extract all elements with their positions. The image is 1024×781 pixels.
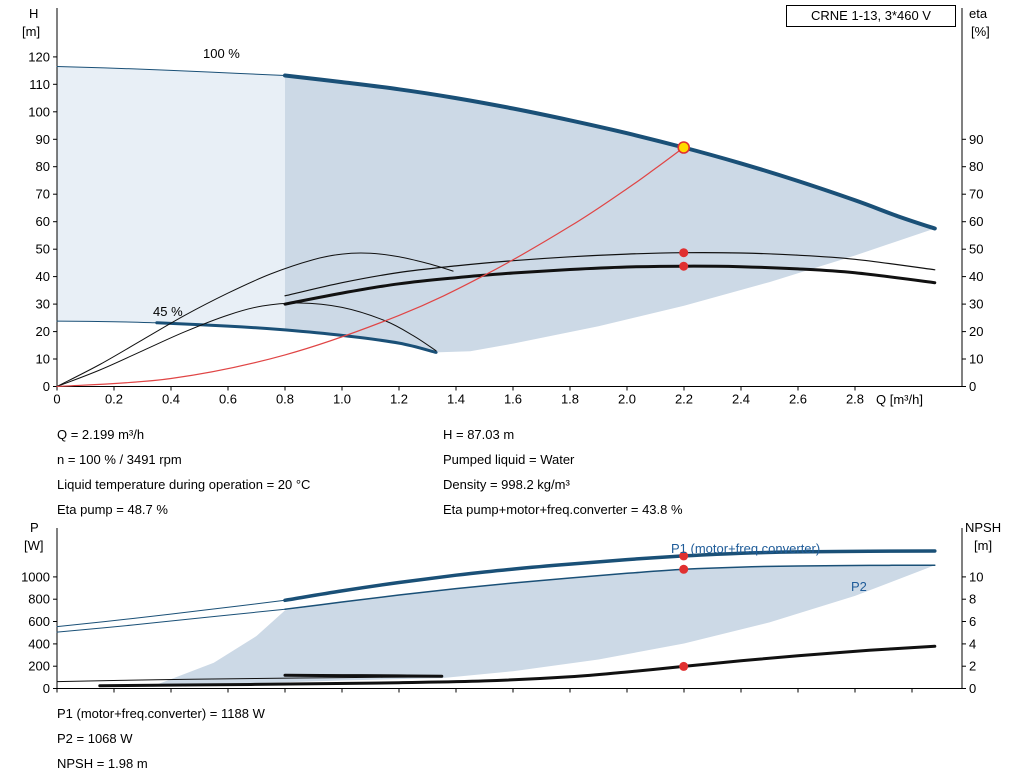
tick-label: 80 [969,159,983,174]
tick-label: 1000 [21,569,50,584]
tick-label: 0.6 [219,392,237,407]
tick-label: 0.2 [105,392,123,407]
tick-label: 30 [969,297,983,312]
tick-label: 1.4 [447,392,465,407]
p2-curve-thin [57,609,285,632]
liquid-temp-text: Liquid temperature during operation = 20… [57,477,310,492]
duty-point[interactable] [678,142,689,153]
p2-curve-label: P2 [851,579,867,594]
tick-label: 8 [969,592,976,607]
speed-45-label: 45 % [153,304,183,319]
q-axis-label: Q [m³/h] [876,392,923,407]
tick-label: 2.8 [846,392,864,407]
tick-label: 2.4 [732,392,750,407]
tick-label: 0 [43,681,50,696]
tick-label: 100 [28,104,50,119]
operating-envelope [285,76,935,353]
eta-pump-point [679,248,688,257]
tick-label: 10 [969,352,983,367]
eta-axis-unit: [%] [971,24,990,39]
eta-axis-label: eta [969,6,987,21]
tick-label: 70 [36,187,50,202]
tick-label: 1.2 [390,392,408,407]
npsh-value-text: NPSH = 1.98 m [57,756,148,771]
tick-label: 2.0 [618,392,636,407]
tick-label: 110 [29,77,50,92]
tick-label: 6 [969,614,976,629]
eta-pump-text: Eta pump = 48.7 % [57,502,168,517]
tick-label: 20 [969,324,983,339]
p2-value-text: P2 = 1068 W [57,731,133,746]
tick-label: 80 [36,159,50,174]
tick-label: 120 [28,49,50,64]
charts-svg: 0 0.2 0.4 0.6 0.8 1.0 1.2 1.4 1.6 1.8 2.0 2.2 2.4 2.6… [0,0,1024,781]
tick-label: 70 [969,187,983,202]
tick-label: 20 [36,324,50,339]
tick-label: 0.8 [276,392,294,407]
eta-total-point [679,262,688,271]
tick-label: 4 [969,636,976,651]
p1-curve-thin [57,600,285,626]
tick-label: 1.8 [561,392,579,407]
p-curve-45 [285,675,442,676]
eta-total-text: Eta pump+motor+freq.converter = 43.8 % [443,502,683,517]
tick-label: 10 [36,352,50,367]
power-envelope [151,565,935,687]
tick-label: 200 [28,659,50,674]
h-axis-unit: [m] [22,24,40,39]
tick-label: 0 [43,379,50,394]
speed-text: n = 100 % / 3491 rpm [57,452,182,467]
density-text: Density = 998.2 kg/m³ [443,477,570,492]
p1-curve-label: P1 (motor+freq.converter) [671,541,820,556]
tick-label: 50 [969,242,983,257]
npsh-axis-unit: [m] [974,538,992,553]
npsh-point [679,662,688,671]
operating-envelope-light [57,67,285,330]
tick-label: 1.6 [504,392,522,407]
tick-label: 90 [969,132,983,147]
h-axis-label: H [29,6,38,21]
p1-value-text: P1 (motor+freq.converter) = 1188 W [57,706,265,721]
tick-label: 600 [28,614,50,629]
pump-title-box: CRNE 1-13, 3*460 V [786,5,956,27]
pumped-liquid-text: Pumped liquid = Water [443,452,574,467]
tick-label: 0.4 [162,392,180,407]
tick-label: 2.2 [675,392,693,407]
tick-label: 60 [969,214,983,229]
tick-label: 2.6 [789,392,807,407]
tick-label: 0 [53,392,60,407]
p-axis-label: P [30,520,39,535]
duty-head-text: H = 87.03 m [443,427,514,442]
p-axis-unit: [W] [24,538,44,553]
tick-label: 1.0 [333,392,351,407]
tick-label: 40 [969,269,983,284]
duty-flow-text: Q = 2.199 m³/h [57,427,144,442]
tick-label: 0 [969,379,976,394]
p2-point [679,565,688,574]
pump-curve-panel: { "title_box": { "label": "CRNE 1-13, 3*… [0,0,1024,781]
tick-label: 40 [36,269,50,284]
tick-label: 0 [969,681,976,696]
tick-label: 50 [36,242,50,257]
tick-label: 30 [36,297,50,312]
tick-label: 90 [36,132,50,147]
tick-label: 800 [28,592,50,607]
tick-label: 400 [28,636,50,651]
speed-100-label: 100 % [203,46,240,61]
tick-label: 10 [969,569,983,584]
tick-label: 2 [969,659,976,674]
tick-label: 60 [36,214,50,229]
npsh-axis-label: NPSH [965,520,1001,535]
